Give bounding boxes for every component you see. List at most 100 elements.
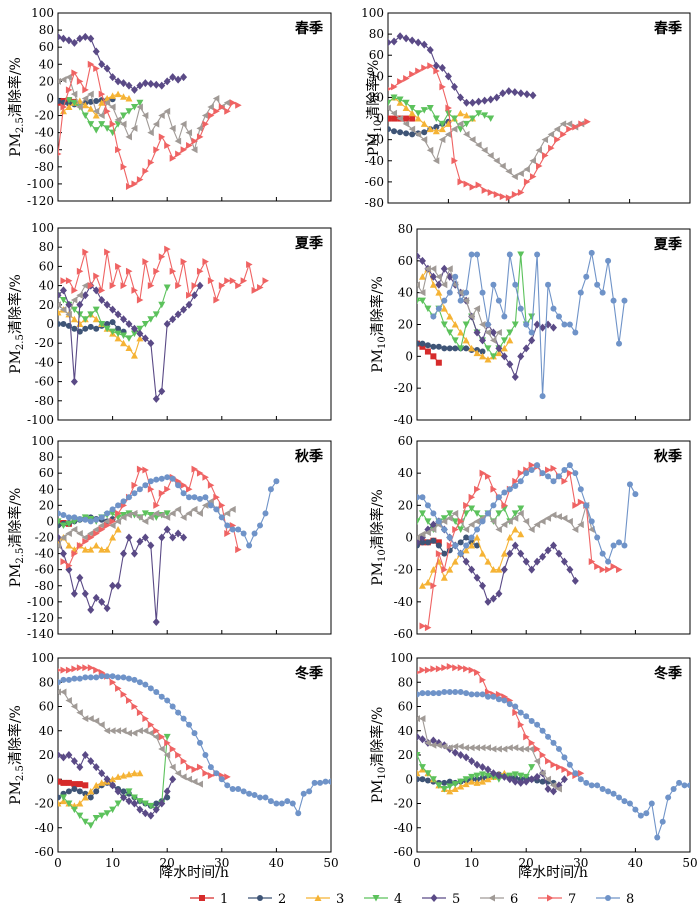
data-point-6 xyxy=(81,715,89,723)
data-point-6 xyxy=(70,525,78,533)
data-point-7 xyxy=(468,666,476,674)
legend: 1 2 3 4 5 6 7 8 xyxy=(190,892,634,907)
data-point-5 xyxy=(163,320,171,328)
data-point-4 xyxy=(396,96,404,104)
data-point-8 xyxy=(240,530,247,537)
data-point-5 xyxy=(98,597,106,606)
data-point-7 xyxy=(439,83,446,91)
x-tick-label: 0 xyxy=(54,856,62,870)
data-point-8 xyxy=(104,673,111,680)
data-point-4 xyxy=(418,297,426,305)
data-point-2 xyxy=(65,788,72,795)
data-point-8 xyxy=(550,305,557,312)
data-point-5 xyxy=(444,72,452,81)
y-tick-label: 20 xyxy=(398,748,413,762)
data-point-8 xyxy=(147,685,154,692)
data-point-7 xyxy=(93,272,100,280)
data-point-8 xyxy=(311,779,318,786)
y-tick-label: -20 xyxy=(35,531,54,545)
data-point-8 xyxy=(235,526,242,533)
data-point-5 xyxy=(136,81,144,90)
data-point-8 xyxy=(131,490,138,497)
data-point-6 xyxy=(446,744,453,752)
data-point-6 xyxy=(58,688,61,696)
data-point-2 xyxy=(71,325,78,332)
season-label: 夏季 xyxy=(295,235,323,252)
data-point-8 xyxy=(441,526,448,533)
data-point-8 xyxy=(506,486,513,493)
data-point-8 xyxy=(169,475,176,482)
data-point-6 xyxy=(81,282,89,290)
data-point-7 xyxy=(545,757,552,765)
data-point-4 xyxy=(120,332,128,340)
y-tick-label: -20 xyxy=(35,109,54,123)
data-point-7 xyxy=(555,763,563,771)
data-point-3 xyxy=(479,550,487,557)
data-point-5 xyxy=(479,763,487,772)
data-point-4 xyxy=(489,353,497,360)
data-point-5 xyxy=(468,757,476,766)
data-point-6 xyxy=(174,137,182,145)
data-point-6 xyxy=(566,517,573,525)
data-point-7 xyxy=(142,466,149,474)
data-point-7 xyxy=(419,666,426,674)
data-point-6 xyxy=(59,688,67,696)
data-point-8 xyxy=(583,273,590,280)
data-point-7 xyxy=(180,146,188,154)
series-line-3 xyxy=(58,772,140,807)
data-point-5 xyxy=(136,537,144,546)
data-point-7 xyxy=(131,703,138,710)
series-8 xyxy=(58,474,280,549)
data-point-6 xyxy=(511,514,519,522)
data-point-7 xyxy=(71,665,78,673)
plot-frame xyxy=(57,657,332,853)
series-5 xyxy=(388,32,537,107)
data-point-6 xyxy=(511,744,519,752)
data-point-5 xyxy=(417,252,421,261)
data-point-3 xyxy=(489,566,497,573)
data-point-7 xyxy=(207,481,215,489)
data-point-6 xyxy=(158,112,165,120)
data-point-6 xyxy=(180,513,187,521)
data-point-7 xyxy=(202,769,209,777)
data-point-1 xyxy=(65,779,72,786)
data-point-8 xyxy=(273,478,280,485)
data-point-6 xyxy=(169,124,176,132)
data-point-7 xyxy=(207,772,215,780)
data-point-6 xyxy=(517,169,524,177)
data-point-3 xyxy=(484,558,492,565)
y-tick-label: -60 xyxy=(394,627,413,641)
data-point-5 xyxy=(92,763,100,772)
data-point-5 xyxy=(489,769,497,778)
data-point-6 xyxy=(201,501,209,509)
data-point-6 xyxy=(451,743,459,751)
data-point-8 xyxy=(147,478,154,485)
data-point-8 xyxy=(605,788,612,795)
data-point-5 xyxy=(87,605,95,614)
data-point-7 xyxy=(577,498,585,506)
y-tick-label: 80 xyxy=(398,222,413,236)
data-point-3 xyxy=(418,582,426,589)
data-point-3 xyxy=(446,313,454,320)
data-point-8 xyxy=(180,715,187,722)
y-tick-label: -40 xyxy=(35,547,54,561)
data-point-8 xyxy=(583,502,590,509)
data-point-7 xyxy=(191,282,198,290)
data-point-6 xyxy=(207,103,214,111)
data-point-8 xyxy=(452,542,459,549)
data-point-6 xyxy=(440,517,448,525)
data-point-3 xyxy=(468,344,476,352)
data-point-7 xyxy=(251,286,259,294)
data-point-8 xyxy=(417,691,420,698)
series-group xyxy=(417,249,628,400)
data-point-7 xyxy=(65,562,73,570)
data-point-8 xyxy=(109,673,116,680)
data-point-5 xyxy=(440,264,448,273)
data-point-8 xyxy=(202,752,209,758)
data-point-7 xyxy=(610,562,618,570)
data-point-6 xyxy=(489,517,497,525)
data-point-7 xyxy=(224,107,231,115)
data-point-8 xyxy=(284,798,291,805)
data-point-2 xyxy=(430,343,437,350)
data-point-5 xyxy=(103,604,111,613)
